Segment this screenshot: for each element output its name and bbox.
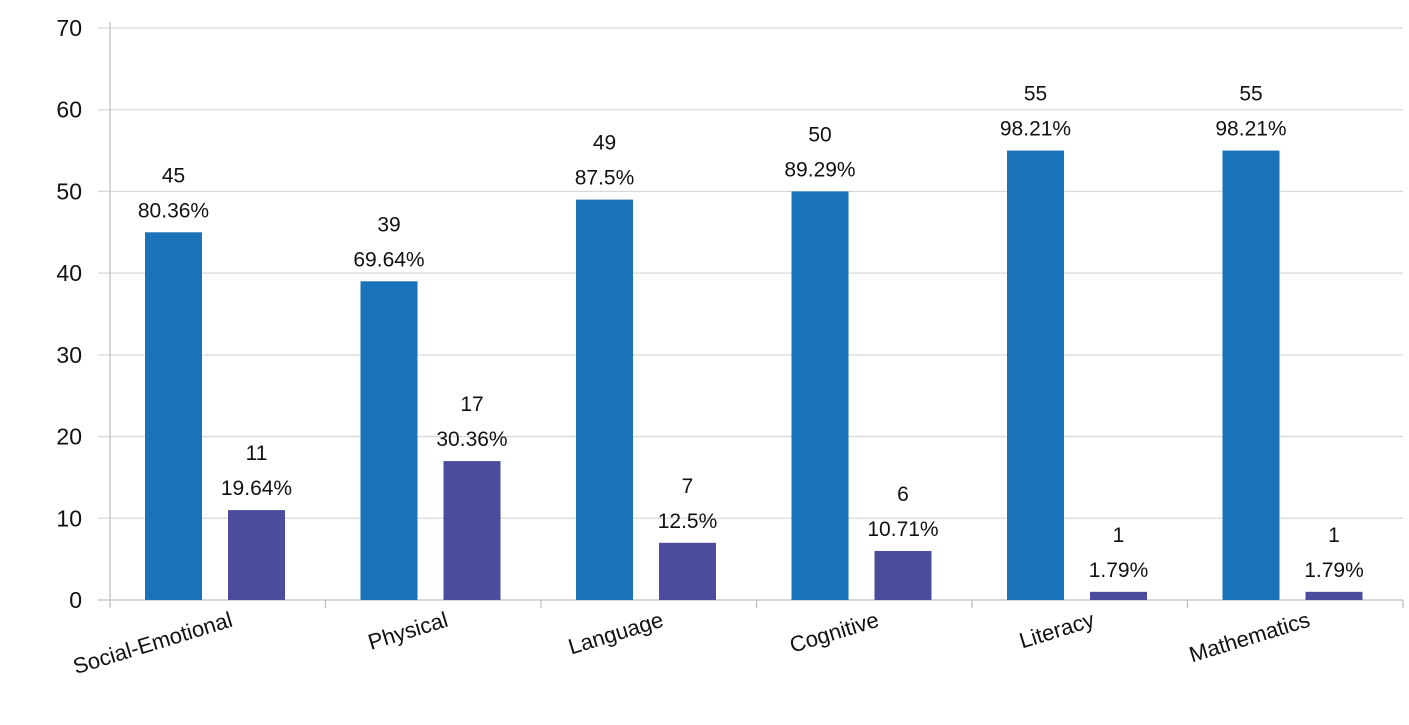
bar-series1-2 xyxy=(576,199,633,600)
data-label-value: 49 xyxy=(593,132,616,155)
data-label-value: 50 xyxy=(808,123,831,146)
bar-series1-0 xyxy=(145,232,202,601)
data-label-percent: 89.29% xyxy=(784,158,855,181)
category-label: Social-Emotional xyxy=(70,607,235,679)
category-label: Language xyxy=(565,607,666,660)
gridlines xyxy=(98,27,1403,519)
data-label-percent: 1.79% xyxy=(1304,559,1364,582)
data-label-value: 39 xyxy=(377,213,400,236)
data-label-value: 17 xyxy=(460,393,483,416)
bar-series2-0 xyxy=(228,510,285,600)
data-label-value: 7 xyxy=(682,475,694,498)
category-label: Cognitive xyxy=(787,607,882,658)
bar-series2-1 xyxy=(443,461,501,600)
bar-series2-2 xyxy=(659,542,716,600)
y-tick-label: 60 xyxy=(56,97,82,123)
data-label-value: 11 xyxy=(246,442,268,465)
data-label-percent: 30.36% xyxy=(436,428,507,451)
data-label-value: 55 xyxy=(1024,83,1047,106)
bar-series2-4 xyxy=(1090,591,1147,600)
data-label-value: 1 xyxy=(1328,524,1340,547)
data-label-percent: 98.21% xyxy=(1215,118,1286,141)
bar-series1-5 xyxy=(1222,150,1280,601)
y-tick-label: 0 xyxy=(69,587,82,613)
data-label-value: 6 xyxy=(897,483,909,506)
data-label-percent: 10.71% xyxy=(867,518,938,541)
data-label-percent: 87.5% xyxy=(575,167,635,190)
bar-series1-3 xyxy=(791,191,849,600)
data-label-value: 55 xyxy=(1239,83,1262,106)
y-tick-label: 20 xyxy=(56,424,82,450)
data-labels: 45 80.36% 39 69.64% 49 87.5% 50 89.29% 55 98.21% 5… xyxy=(138,83,1364,582)
bar-series1-4 xyxy=(1007,150,1064,601)
data-label-percent: 12.5% xyxy=(658,510,718,533)
y-tick-label: 40 xyxy=(56,260,82,286)
bar-series2-3 xyxy=(874,550,932,600)
category-label: Mathematics xyxy=(1186,607,1313,667)
bar-series1-1 xyxy=(360,281,418,600)
category-label: Physical xyxy=(365,607,451,655)
y-tick-labels: 0 10 20 30 40 50 60 70 xyxy=(56,15,82,613)
data-label-percent: 69.64% xyxy=(353,248,424,271)
category-label: Literacy xyxy=(1016,607,1097,653)
axes xyxy=(98,22,1404,608)
y-tick-label: 30 xyxy=(56,342,82,368)
y-tick-label: 10 xyxy=(56,505,82,531)
data-label-percent: 80.36% xyxy=(138,199,209,222)
bars xyxy=(145,150,1363,601)
y-tick-label: 70 xyxy=(56,15,82,41)
category-labels: Social-Emotional Physical Language Cognitiv… xyxy=(70,607,1313,679)
data-label-percent: 98.21% xyxy=(1000,118,1071,141)
data-label-percent: 1.79% xyxy=(1089,559,1149,582)
data-label-value: 1 xyxy=(1113,524,1125,547)
data-label-value: 45 xyxy=(162,164,185,187)
y-tick-label: 50 xyxy=(56,178,82,204)
bar-series2-5 xyxy=(1305,591,1363,600)
data-label-percent: 19.64% xyxy=(221,477,292,500)
